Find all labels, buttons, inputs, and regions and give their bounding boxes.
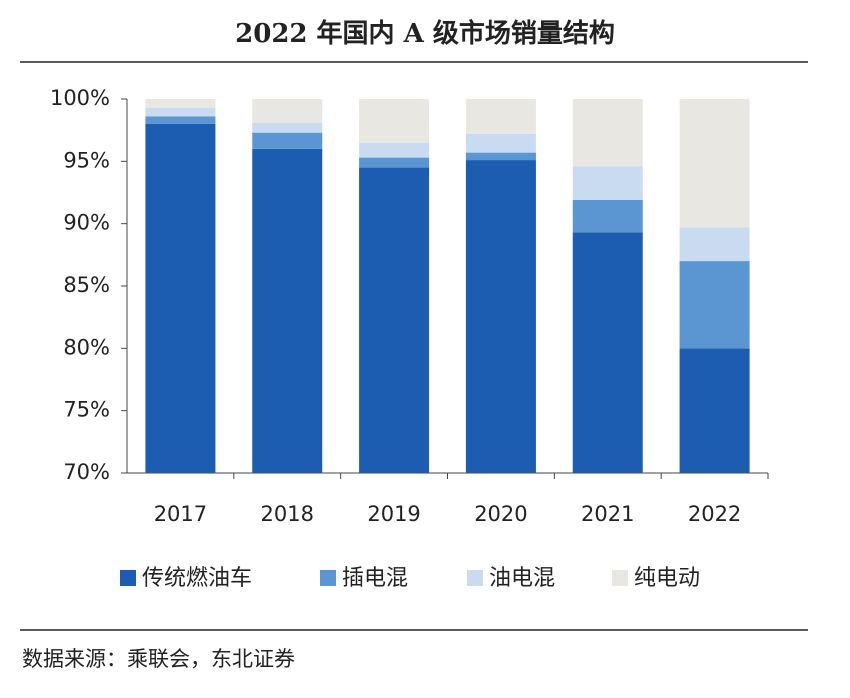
y-tick-label: 90% bbox=[63, 211, 110, 235]
bar-segment bbox=[572, 232, 643, 473]
y-tick-label: 80% bbox=[63, 335, 110, 359]
legend-swatch bbox=[120, 570, 136, 586]
legend-label: 纯电动 bbox=[634, 566, 700, 591]
bar-segment bbox=[359, 142, 430, 158]
x-tick-label: 2020 bbox=[474, 502, 527, 526]
legend-swatch bbox=[467, 570, 483, 586]
bar-segment bbox=[359, 157, 430, 168]
legend-swatch bbox=[612, 570, 628, 586]
bar-segment bbox=[572, 199, 643, 233]
source: 数据来源：乘联会，东北证券 bbox=[22, 647, 295, 671]
bar-segment bbox=[465, 99, 536, 134]
bar-segment bbox=[145, 99, 216, 108]
bar-segment bbox=[145, 116, 216, 124]
x-tick-label: 2022 bbox=[688, 502, 741, 526]
bar-segment bbox=[359, 99, 430, 143]
bar-segment bbox=[679, 348, 750, 473]
bar-segment bbox=[145, 123, 216, 473]
bar-segment bbox=[679, 227, 750, 262]
bar-segment bbox=[252, 148, 323, 473]
legend-label: 传统燃油车 bbox=[142, 566, 252, 591]
x-tick-label: 2017 bbox=[154, 502, 207, 526]
y-tick-label: 95% bbox=[63, 148, 110, 172]
bar-segment bbox=[572, 99, 643, 167]
bar-segment bbox=[572, 166, 643, 200]
bar-segment bbox=[465, 152, 536, 161]
x-tick-label: 2018 bbox=[261, 502, 314, 526]
bar-segment bbox=[679, 99, 750, 228]
x-tick-label: 2021 bbox=[581, 502, 634, 526]
y-tick-label: 75% bbox=[63, 398, 110, 422]
bar-segment bbox=[465, 160, 536, 473]
y-tick-label: 85% bbox=[63, 273, 110, 297]
bar-segment bbox=[679, 261, 750, 349]
bar-segment bbox=[359, 167, 430, 474]
y-tick-label: 70% bbox=[63, 460, 110, 484]
bar-segment bbox=[252, 122, 323, 133]
y-tick-label: 100% bbox=[50, 86, 110, 110]
bar-segment bbox=[145, 107, 216, 117]
legend-label: 插电混 bbox=[342, 566, 408, 591]
chart-title: 2022 年国内 A 级市场销量结构 bbox=[235, 18, 615, 49]
legend-swatch bbox=[320, 570, 336, 586]
legend-label: 油电混 bbox=[489, 566, 555, 591]
bar-segment bbox=[252, 99, 323, 123]
x-tick-label: 2019 bbox=[367, 502, 420, 526]
bar-segment bbox=[252, 132, 323, 149]
bar-segment bbox=[465, 133, 536, 153]
